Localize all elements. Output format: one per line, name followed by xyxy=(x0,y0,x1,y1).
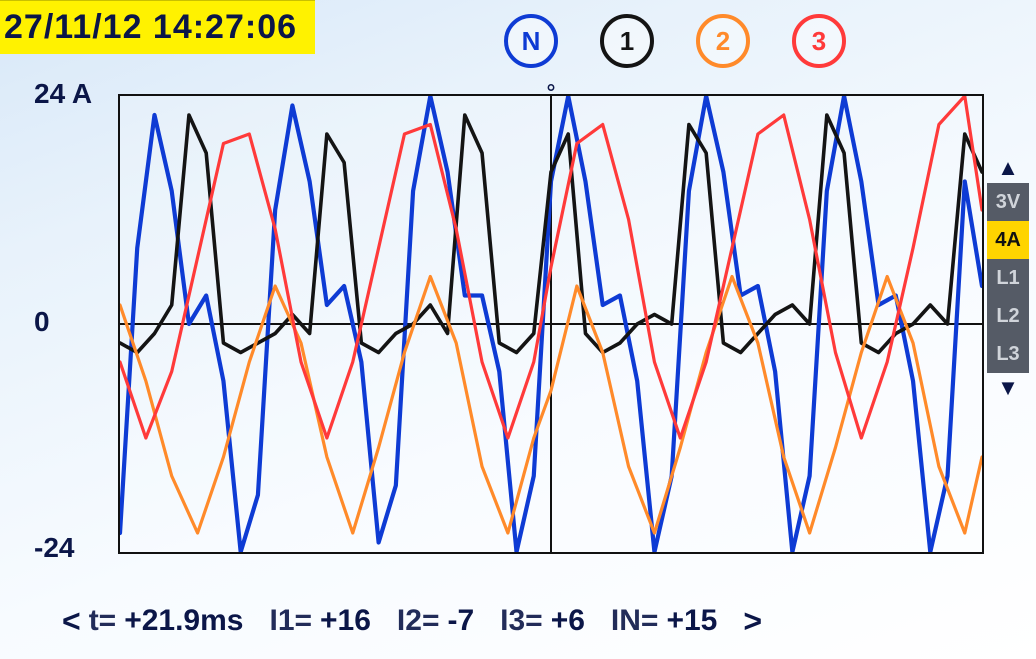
y-tick-mid: 0 xyxy=(34,306,50,338)
timestamp-bar: 27/11/12 14:27:06 xyxy=(0,0,315,54)
oscilloscope-screen: 27/11/12 14:27:06 N123 24 A 0 -24 ⚬ ▲ 3V… xyxy=(0,0,1036,659)
waveform-canvas xyxy=(120,96,982,552)
plot-frame[interactable]: ⚬ xyxy=(118,94,984,554)
plot-area: 24 A 0 -24 ⚬ xyxy=(34,80,984,570)
selector-down-arrow[interactable]: ▼ xyxy=(997,375,1019,401)
cursor-readout-bar: <t=+21.9ms I1=+16 I2=-7 I3=+6 IN=+15 > xyxy=(62,601,762,641)
selector-option-4A[interactable]: 4A xyxy=(987,221,1029,259)
status-label-I1: I1= xyxy=(269,604,312,638)
status-nav-right[interactable]: > xyxy=(743,603,762,640)
y-tick-top: 24 A xyxy=(34,78,92,110)
channel-indicator-1[interactable]: 1 xyxy=(600,14,654,68)
status-value-I2: -7 xyxy=(447,604,474,638)
status-value-IN: +15 xyxy=(666,604,717,638)
selector-option-L1[interactable]: L1 xyxy=(987,259,1029,297)
selector-option-L3[interactable]: L3 xyxy=(987,335,1029,373)
status-label-t: t= xyxy=(89,604,117,638)
status-value-I3: +6 xyxy=(551,604,585,638)
mode-selector: ▲ 3V4AL1L2L3 ▼ xyxy=(986,155,1030,401)
channel-indicator-3[interactable]: 3 xyxy=(792,14,846,68)
selector-option-L2[interactable]: L2 xyxy=(987,297,1029,335)
selector-up-arrow[interactable]: ▲ xyxy=(997,155,1019,181)
y-tick-bot: -24 xyxy=(34,532,74,564)
status-value-t: +21.9ms xyxy=(124,604,243,638)
channel-indicator-2[interactable]: 2 xyxy=(696,14,750,68)
status-value-I1: +16 xyxy=(320,604,371,638)
status-label-IN: IN= xyxy=(611,604,659,638)
status-nav-left[interactable]: < xyxy=(62,603,81,640)
channel-indicator-N[interactable]: N xyxy=(504,14,558,68)
selector-option-3V[interactable]: 3V xyxy=(987,183,1029,221)
status-label-I2: I2= xyxy=(397,604,440,638)
channel-indicator-row: N123 xyxy=(504,14,846,68)
status-label-I3: I3= xyxy=(500,604,543,638)
